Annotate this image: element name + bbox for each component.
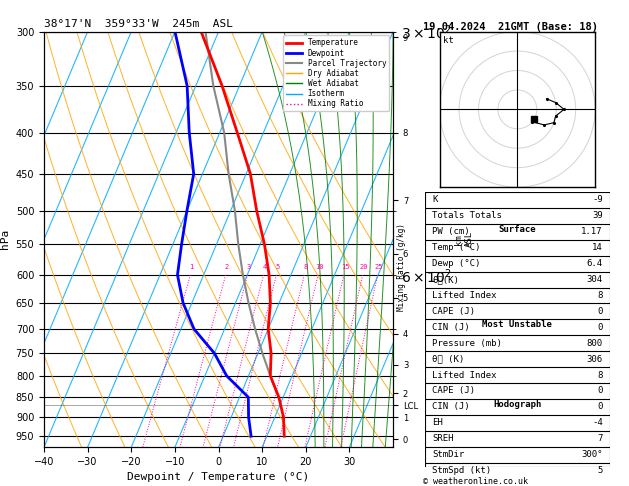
Text: Totals Totals: Totals Totals [432, 211, 502, 220]
Text: 14: 14 [592, 243, 603, 252]
Text: Temp (°C): Temp (°C) [432, 243, 481, 252]
Text: Hodograph: Hodograph [493, 400, 542, 409]
Text: StmDir: StmDir [432, 450, 464, 459]
Text: 7: 7 [598, 434, 603, 443]
Text: 25: 25 [374, 264, 383, 270]
Text: 8: 8 [303, 264, 308, 270]
X-axis label: Dewpoint / Temperature (°C): Dewpoint / Temperature (°C) [128, 472, 309, 483]
Y-axis label: hPa: hPa [0, 229, 10, 249]
Text: 306: 306 [587, 355, 603, 364]
Text: 1.17: 1.17 [581, 227, 603, 236]
Text: CAPE (J): CAPE (J) [432, 307, 475, 316]
Y-axis label: km
ASL: km ASL [454, 231, 474, 247]
Text: Lifted Index: Lifted Index [432, 291, 496, 300]
Text: 3: 3 [247, 264, 251, 270]
Text: 4: 4 [263, 264, 267, 270]
Text: 1: 1 [189, 264, 194, 270]
Text: θᴄ(K): θᴄ(K) [432, 275, 459, 284]
Legend: Temperature, Dewpoint, Parcel Trajectory, Dry Adiabat, Wet Adiabat, Isotherm, Mi: Temperature, Dewpoint, Parcel Trajectory… [283, 35, 389, 111]
Text: 15: 15 [341, 264, 349, 270]
Text: Dewp (°C): Dewp (°C) [432, 259, 481, 268]
Text: 800: 800 [587, 339, 603, 347]
Text: 5: 5 [598, 466, 603, 475]
Text: -9: -9 [592, 195, 603, 204]
Text: 10: 10 [315, 264, 323, 270]
Text: Lifted Index: Lifted Index [432, 370, 496, 380]
Text: Surface: Surface [499, 225, 536, 234]
Text: Most Unstable: Most Unstable [482, 320, 552, 330]
Text: 0: 0 [598, 386, 603, 396]
Text: 2: 2 [225, 264, 229, 270]
Text: CAPE (J): CAPE (J) [432, 386, 475, 396]
Text: 300°: 300° [581, 450, 603, 459]
Text: StmSpd (kt): StmSpd (kt) [432, 466, 491, 475]
Text: © weatheronline.co.uk: © weatheronline.co.uk [423, 477, 528, 486]
Text: K: K [432, 195, 437, 204]
Text: 0: 0 [598, 402, 603, 411]
Text: CIN (J): CIN (J) [432, 402, 470, 411]
Text: -4: -4 [592, 418, 603, 427]
Text: PW (cm): PW (cm) [432, 227, 470, 236]
Text: Pressure (mb): Pressure (mb) [432, 339, 502, 347]
Text: 0: 0 [598, 323, 603, 332]
Text: 8: 8 [598, 370, 603, 380]
Text: EH: EH [432, 418, 443, 427]
Text: 6.4: 6.4 [587, 259, 603, 268]
Text: 304: 304 [587, 275, 603, 284]
Text: 19.04.2024  21GMT (Base: 18): 19.04.2024 21GMT (Base: 18) [423, 22, 598, 32]
Text: 38°17'N  359°33'W  245m  ASL: 38°17'N 359°33'W 245m ASL [44, 19, 233, 30]
Text: SREH: SREH [432, 434, 454, 443]
Text: 0: 0 [598, 307, 603, 316]
Text: 20: 20 [360, 264, 368, 270]
Text: 5: 5 [276, 264, 280, 270]
Text: kt: kt [443, 36, 454, 45]
Text: CIN (J): CIN (J) [432, 323, 470, 332]
Text: Mixing Ratio (g/kg): Mixing Ratio (g/kg) [397, 224, 406, 311]
Text: 8: 8 [598, 291, 603, 300]
Text: 39: 39 [592, 211, 603, 220]
Text: θᴄ (K): θᴄ (K) [432, 355, 464, 364]
